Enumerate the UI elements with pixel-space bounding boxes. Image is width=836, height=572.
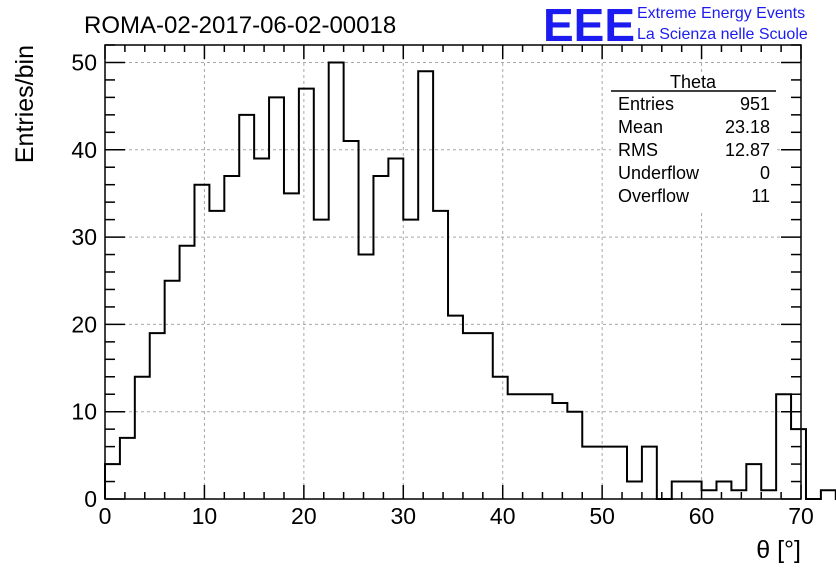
x-tick-labels: 0 10 20 30 40 50 60 70 <box>99 503 814 529</box>
stats-label-entries: Entries <box>618 94 674 114</box>
stats-label-rms: RMS <box>618 140 658 160</box>
stats-value-mean: 23.18 <box>725 117 770 137</box>
x-tick-label: 50 <box>589 503 615 529</box>
y-tick-label: 50 <box>71 49 97 75</box>
logo-line-1: Extreme Energy Events <box>637 5 805 22</box>
stats-value-underflow: 0 <box>760 163 770 183</box>
stats-title: Theta <box>670 72 717 92</box>
y-tick-labels: 0 10 20 30 40 50 <box>71 49 97 512</box>
y-tick-label: 30 <box>71 224 97 250</box>
x-tick-label: 10 <box>192 503 218 529</box>
stats-value-rms: 12.87 <box>725 140 770 160</box>
chart-title: ROMA-02-2017-06-02-00018 <box>84 12 396 39</box>
x-tick-label: 20 <box>291 503 317 529</box>
y-tick-label: 40 <box>71 137 97 163</box>
x-axis-label: θ [°] <box>756 536 801 564</box>
x-tick-label: 0 <box>99 503 112 529</box>
eee-logo: EEE Extreme Energy Events La Scienza nel… <box>543 0 808 51</box>
axis-ticks <box>104 44 802 500</box>
histogram-outline <box>104 61 836 500</box>
logo-line-2: La Scienza nelle Scuole <box>637 26 808 43</box>
stats-label-overflow: Overflow <box>618 186 690 206</box>
x-tick-label: 70 <box>788 503 814 529</box>
x-tick-label: 60 <box>689 503 715 529</box>
x-tick-label: 40 <box>490 503 516 529</box>
y-axis-label: Entries/bin <box>11 45 39 163</box>
stats-value-overflow: 11 <box>751 186 770 206</box>
stats-label-underflow: Underflow <box>618 163 700 183</box>
y-tick-label: 10 <box>71 399 97 425</box>
logo-letters: EEE <box>543 0 635 51</box>
x-tick-label: 30 <box>390 503 416 529</box>
y-tick-label: 20 <box>71 311 97 337</box>
stats-box: Theta Entries 951 Mean 23.18 RMS 12.87 U… <box>611 72 776 210</box>
y-tick-label: 0 <box>84 486 97 512</box>
stats-label-mean: Mean <box>618 117 663 137</box>
stats-value-entries: 951 <box>740 94 770 114</box>
grid-lines <box>105 45 801 499</box>
